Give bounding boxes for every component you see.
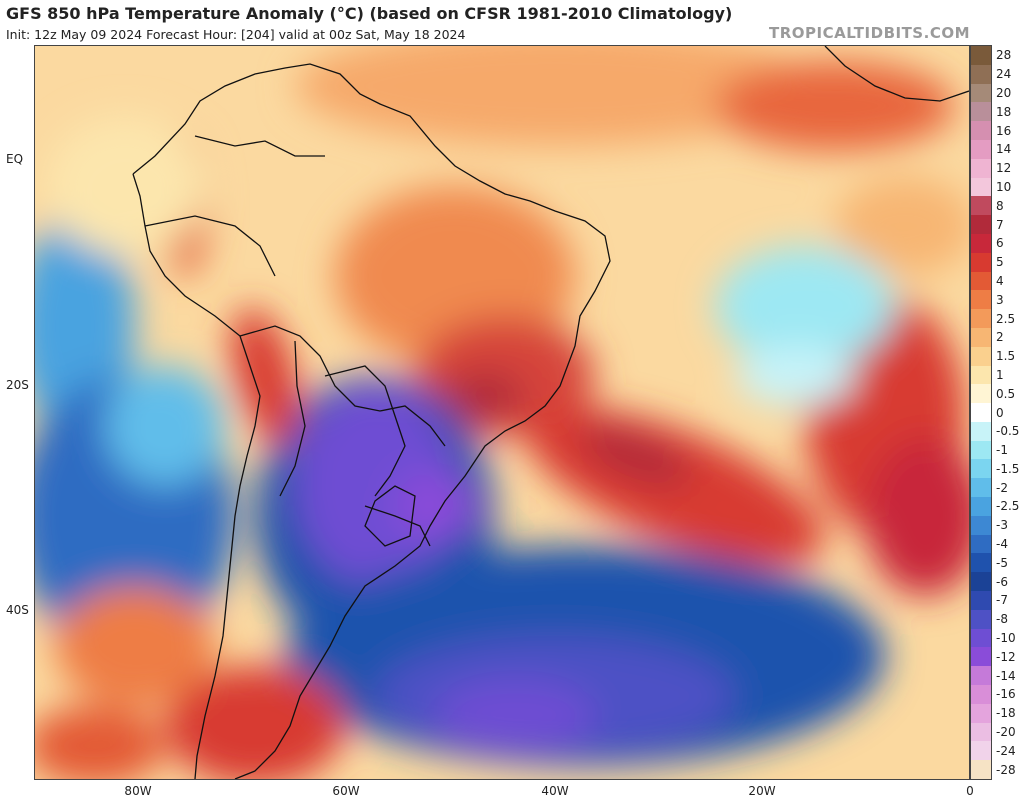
colorbar-segment [971, 459, 991, 479]
colorbar-segment [971, 534, 991, 554]
colorbar-label: 16 [996, 123, 1012, 138]
lat-label-20s: 20S [6, 378, 29, 392]
map-canvas [35, 46, 969, 779]
colorbar-segment [971, 46, 991, 66]
colorbar-label: 28 [996, 48, 1012, 63]
colorbar-segment [971, 421, 991, 442]
colorbar [970, 45, 992, 780]
colorbar-label: -2 [996, 480, 1008, 495]
colorbar-segment [971, 515, 991, 536]
colorbar-segment [971, 83, 991, 103]
colorbar-segment [971, 196, 991, 216]
colorbar-segment [971, 591, 991, 611]
colorbar-segment [971, 290, 991, 310]
colorbar-segment [971, 760, 991, 780]
colorbar-label: 10 [996, 179, 1012, 194]
colorbar-label: 24 [996, 67, 1012, 82]
lat-label-eq: EQ [6, 152, 24, 166]
colorbar-label: -14 [996, 668, 1016, 683]
colorbar-segment [971, 346, 991, 366]
colorbar-label: -2.5 [996, 499, 1020, 514]
colorbar-label: 1.5 [996, 349, 1016, 364]
colorbar-label: 0 [996, 405, 1004, 420]
colorbar-label: 0.5 [996, 386, 1016, 401]
colorbar-segment [971, 121, 991, 141]
colorbar-label: 18 [996, 104, 1012, 119]
colorbar-label: -1.5 [996, 461, 1020, 476]
colorbar-segment [971, 327, 991, 348]
colorbar-label: -24 [996, 743, 1016, 758]
colorbar-label: -3 [996, 518, 1008, 533]
colorbar-segment [971, 365, 991, 385]
colorbar-segment [971, 139, 991, 160]
lat-label-40s: 40S [6, 603, 29, 617]
colorbar-segment [971, 741, 991, 761]
forecast-info: Init: 12z May 09 2024 Forecast Hour: [20… [6, 27, 466, 42]
colorbar-segment [971, 497, 991, 517]
colorbar-segment [971, 403, 991, 423]
colorbar-segment [971, 722, 991, 742]
colorbar-segment [971, 309, 991, 329]
colorbar-label: 8 [996, 198, 1004, 213]
colorbar-label: 2.5 [996, 311, 1016, 326]
colorbar-segment [971, 553, 991, 573]
colorbar-segment [971, 158, 991, 179]
colorbar-segment [971, 440, 991, 460]
colorbar-label: 20 [996, 85, 1012, 100]
colorbar-label: -10 [996, 631, 1016, 646]
lon-label-40w: 40W [541, 784, 569, 798]
colorbar-segment [971, 384, 991, 404]
colorbar-segment [971, 478, 991, 498]
colorbar-segment [971, 666, 991, 686]
colorbar-label: -28 [996, 762, 1016, 777]
colorbar-segment [971, 647, 991, 667]
colorbar-segment [971, 628, 991, 648]
colorbar-label: 14 [996, 142, 1012, 157]
colorbar-segment [971, 102, 991, 122]
colorbar-label: -18 [996, 706, 1016, 721]
colorbar-label: 7 [996, 217, 1004, 232]
colorbar-segment [971, 271, 991, 291]
colorbar-label: -7 [996, 593, 1008, 608]
colorbar-label: 12 [996, 161, 1012, 176]
colorbar-segment [971, 233, 991, 254]
lon-label-60w: 60W [332, 784, 360, 798]
colorbar-label: -1 [996, 443, 1008, 458]
colorbar-segment [971, 703, 991, 724]
anomaly-map[interactable] [34, 45, 970, 780]
colorbar-segment [971, 572, 991, 592]
colorbar-label: 4 [996, 273, 1004, 288]
anomaly-field [35, 46, 969, 779]
colorbar-label: -20 [996, 725, 1016, 739]
colorbar-label: 5 [996, 255, 1004, 270]
colorbar-label: 2 [996, 330, 1004, 345]
colorbar-label: 3 [996, 292, 1004, 307]
colorbar-segment [971, 215, 991, 235]
colorbar-label: 1 [996, 367, 1004, 382]
colorbar-label: -8 [996, 612, 1008, 627]
colorbar-label: 6 [996, 236, 1004, 251]
lon-label-80w: 80W [124, 784, 152, 798]
colorbar-segment [971, 609, 991, 630]
lon-label-0: 0 [966, 784, 974, 798]
chart-title: GFS 850 hPa Temperature Anomaly (°C) (ba… [6, 4, 733, 23]
colorbar-segment [971, 177, 991, 197]
coastlines [132, 63, 611, 779]
colorbar-label: -6 [996, 574, 1008, 589]
brand-watermark[interactable]: TROPICALTIDBITS.COM [769, 24, 970, 42]
colorbar-label: -16 [996, 687, 1016, 702]
colorbar-label: -4 [996, 537, 1008, 552]
africa-coastline [824, 46, 969, 102]
lon-label-20w: 20W [748, 784, 776, 798]
colorbar-label: -0.5 [996, 424, 1020, 439]
colorbar-segment [971, 685, 991, 705]
colorbar-segment [971, 252, 991, 273]
colorbar-label: -5 [996, 555, 1008, 570]
colorbar-segment [971, 64, 991, 85]
colorbar-label: -12 [996, 649, 1016, 664]
